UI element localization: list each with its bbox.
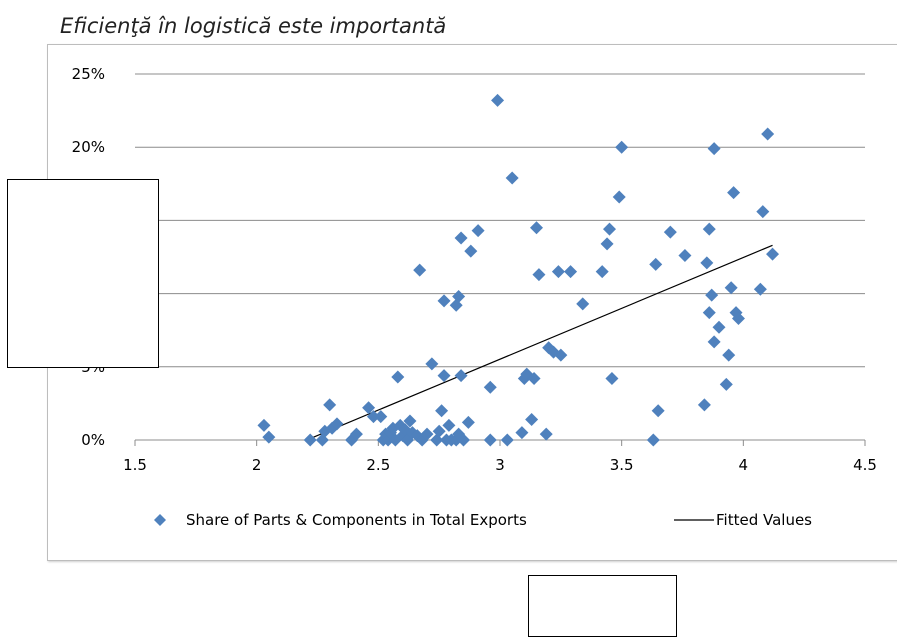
data-point bbox=[471, 224, 485, 238]
data-point bbox=[483, 433, 497, 447]
data-point bbox=[500, 433, 514, 447]
data-point bbox=[731, 311, 745, 325]
data-point bbox=[452, 290, 466, 304]
data-point bbox=[413, 263, 427, 277]
data-point bbox=[649, 257, 663, 271]
data-point bbox=[432, 424, 446, 438]
page-title: Eficienţă în logistică este importantă bbox=[60, 14, 447, 38]
data-point bbox=[756, 205, 770, 219]
data-point bbox=[391, 370, 405, 384]
data-point bbox=[678, 249, 692, 263]
data-point bbox=[403, 414, 417, 428]
data-point bbox=[551, 265, 565, 279]
x-tick-label: 2 bbox=[252, 456, 262, 474]
legend-marker-parts-share bbox=[154, 514, 166, 526]
data-point bbox=[525, 413, 539, 427]
data-point bbox=[697, 398, 711, 412]
chart-frame: 0%5%10%15%20%25%1.522.533.544.5 Share of… bbox=[47, 44, 897, 561]
data-point bbox=[539, 427, 553, 441]
y-tick-label: 20% bbox=[72, 138, 105, 156]
data-point bbox=[719, 377, 733, 391]
fitted-values-line bbox=[309, 244, 773, 440]
y-tick-label: 0% bbox=[81, 431, 105, 449]
data-point bbox=[362, 401, 376, 415]
x-tick-label: 1.5 bbox=[123, 456, 147, 474]
legend-label-fitted: Fitted Values bbox=[716, 511, 812, 529]
data-point bbox=[595, 265, 609, 279]
data-point bbox=[461, 415, 475, 429]
data-point bbox=[483, 380, 497, 394]
data-point bbox=[420, 427, 434, 441]
data-point bbox=[554, 348, 568, 362]
data-point bbox=[564, 265, 578, 279]
data-point bbox=[727, 186, 741, 200]
data-point bbox=[707, 142, 721, 156]
data-point bbox=[442, 418, 456, 432]
data-point bbox=[705, 288, 719, 302]
x-tick-label: 3 bbox=[495, 456, 505, 474]
data-point bbox=[454, 369, 468, 383]
data-point bbox=[603, 222, 616, 236]
axes: 0%5%10%15%20%25%1.522.533.544.5 bbox=[72, 65, 877, 474]
data-point bbox=[766, 247, 780, 261]
data-point bbox=[437, 369, 451, 383]
data-point bbox=[663, 225, 677, 239]
data-point bbox=[454, 231, 468, 245]
y-tick-label: 25% bbox=[72, 65, 105, 83]
data-point bbox=[605, 372, 619, 386]
x-tick-label: 3.5 bbox=[610, 456, 634, 474]
data-point bbox=[464, 244, 478, 258]
data-point bbox=[724, 281, 738, 295]
data-point bbox=[303, 433, 317, 447]
data-point bbox=[722, 348, 736, 362]
data-point bbox=[323, 398, 337, 412]
data-point bbox=[712, 320, 726, 334]
data-point bbox=[707, 335, 721, 349]
x-tick-label: 4.5 bbox=[853, 456, 877, 474]
data-point bbox=[576, 297, 590, 311]
data-point bbox=[457, 433, 470, 447]
data-point bbox=[515, 426, 529, 440]
data-point bbox=[651, 404, 665, 418]
data-point bbox=[702, 306, 716, 320]
data-point bbox=[532, 268, 546, 282]
data-point bbox=[425, 357, 439, 371]
data-point bbox=[435, 404, 449, 418]
scatter-chart: 0%5%10%15%20%25%1.522.533.544.5 Share of… bbox=[72, 65, 877, 529]
data-point bbox=[366, 410, 380, 424]
data-point bbox=[437, 294, 451, 308]
data-point bbox=[262, 430, 276, 444]
data-point bbox=[612, 190, 626, 204]
data-point bbox=[700, 256, 714, 270]
fitted-values-layer bbox=[309, 244, 773, 440]
blank-box-bottom bbox=[528, 575, 677, 637]
data-point bbox=[330, 417, 344, 431]
data-point bbox=[491, 93, 505, 107]
data-point bbox=[702, 222, 716, 236]
data-point bbox=[761, 127, 775, 141]
data-point bbox=[753, 282, 767, 296]
data-point bbox=[349, 427, 363, 441]
scatter-points-layer bbox=[257, 93, 780, 447]
data-point bbox=[527, 372, 541, 386]
data-point bbox=[257, 418, 271, 432]
data-point bbox=[505, 171, 519, 185]
data-point bbox=[374, 410, 388, 424]
data-point bbox=[530, 221, 543, 235]
data-point bbox=[615, 140, 629, 154]
data-point bbox=[517, 372, 531, 386]
data-point bbox=[600, 237, 614, 251]
blank-box-left bbox=[7, 179, 159, 368]
legend: Share of Parts & Components in Total Exp… bbox=[154, 511, 812, 529]
x-tick-label: 4 bbox=[739, 456, 749, 474]
gridlines bbox=[135, 73, 865, 368]
legend-label-parts-share: Share of Parts & Components in Total Exp… bbox=[186, 511, 527, 529]
x-tick-label: 2.5 bbox=[366, 456, 390, 474]
data-point bbox=[646, 433, 660, 447]
